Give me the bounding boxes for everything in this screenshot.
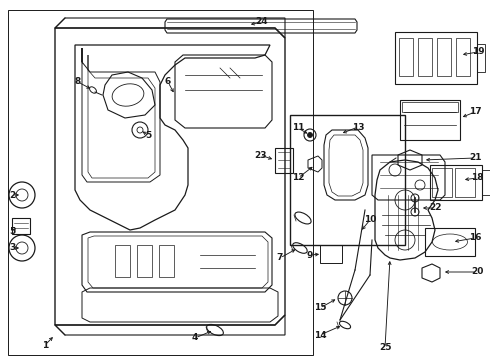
Text: 13: 13 — [352, 122, 364, 131]
Circle shape — [308, 132, 313, 138]
Text: 4: 4 — [192, 333, 198, 342]
Text: 10: 10 — [364, 216, 376, 225]
Text: 17: 17 — [469, 108, 481, 117]
Bar — [115, 245, 130, 277]
Bar — [275, 148, 293, 173]
Text: 25: 25 — [379, 343, 391, 352]
Text: 20: 20 — [471, 267, 483, 276]
Bar — [455, 168, 475, 197]
Text: 19: 19 — [472, 48, 484, 57]
Text: 5: 5 — [145, 130, 151, 139]
Bar — [159, 245, 174, 277]
Bar — [395, 32, 477, 84]
Bar — [137, 245, 152, 277]
Text: 15: 15 — [314, 303, 326, 312]
Text: 6: 6 — [165, 77, 171, 86]
Bar — [430, 165, 482, 200]
Bar — [8, 10, 313, 355]
Text: 7: 7 — [277, 253, 283, 262]
Text: 18: 18 — [471, 174, 483, 183]
Bar — [399, 38, 413, 76]
Text: 8: 8 — [75, 77, 81, 86]
Text: 11: 11 — [292, 123, 304, 132]
Bar — [402, 102, 458, 112]
Text: 3: 3 — [9, 243, 15, 252]
Bar — [432, 168, 452, 197]
Bar — [477, 44, 485, 72]
Text: 24: 24 — [256, 18, 269, 27]
Bar — [456, 38, 470, 76]
Text: 22: 22 — [429, 203, 441, 212]
Text: 12: 12 — [292, 174, 304, 183]
Text: 5: 5 — [9, 228, 15, 237]
Text: 23: 23 — [254, 150, 266, 159]
Text: 21: 21 — [469, 153, 481, 162]
Text: 14: 14 — [314, 330, 326, 339]
Bar — [418, 38, 432, 76]
Bar — [425, 228, 475, 256]
Bar — [437, 38, 451, 76]
Text: 16: 16 — [469, 234, 481, 243]
Text: 9: 9 — [307, 251, 313, 260]
Bar — [320, 245, 342, 263]
Bar — [12, 218, 30, 234]
Bar — [400, 100, 460, 140]
Bar — [290, 115, 405, 245]
Text: 1: 1 — [42, 341, 48, 350]
Text: 2: 2 — [9, 190, 15, 199]
